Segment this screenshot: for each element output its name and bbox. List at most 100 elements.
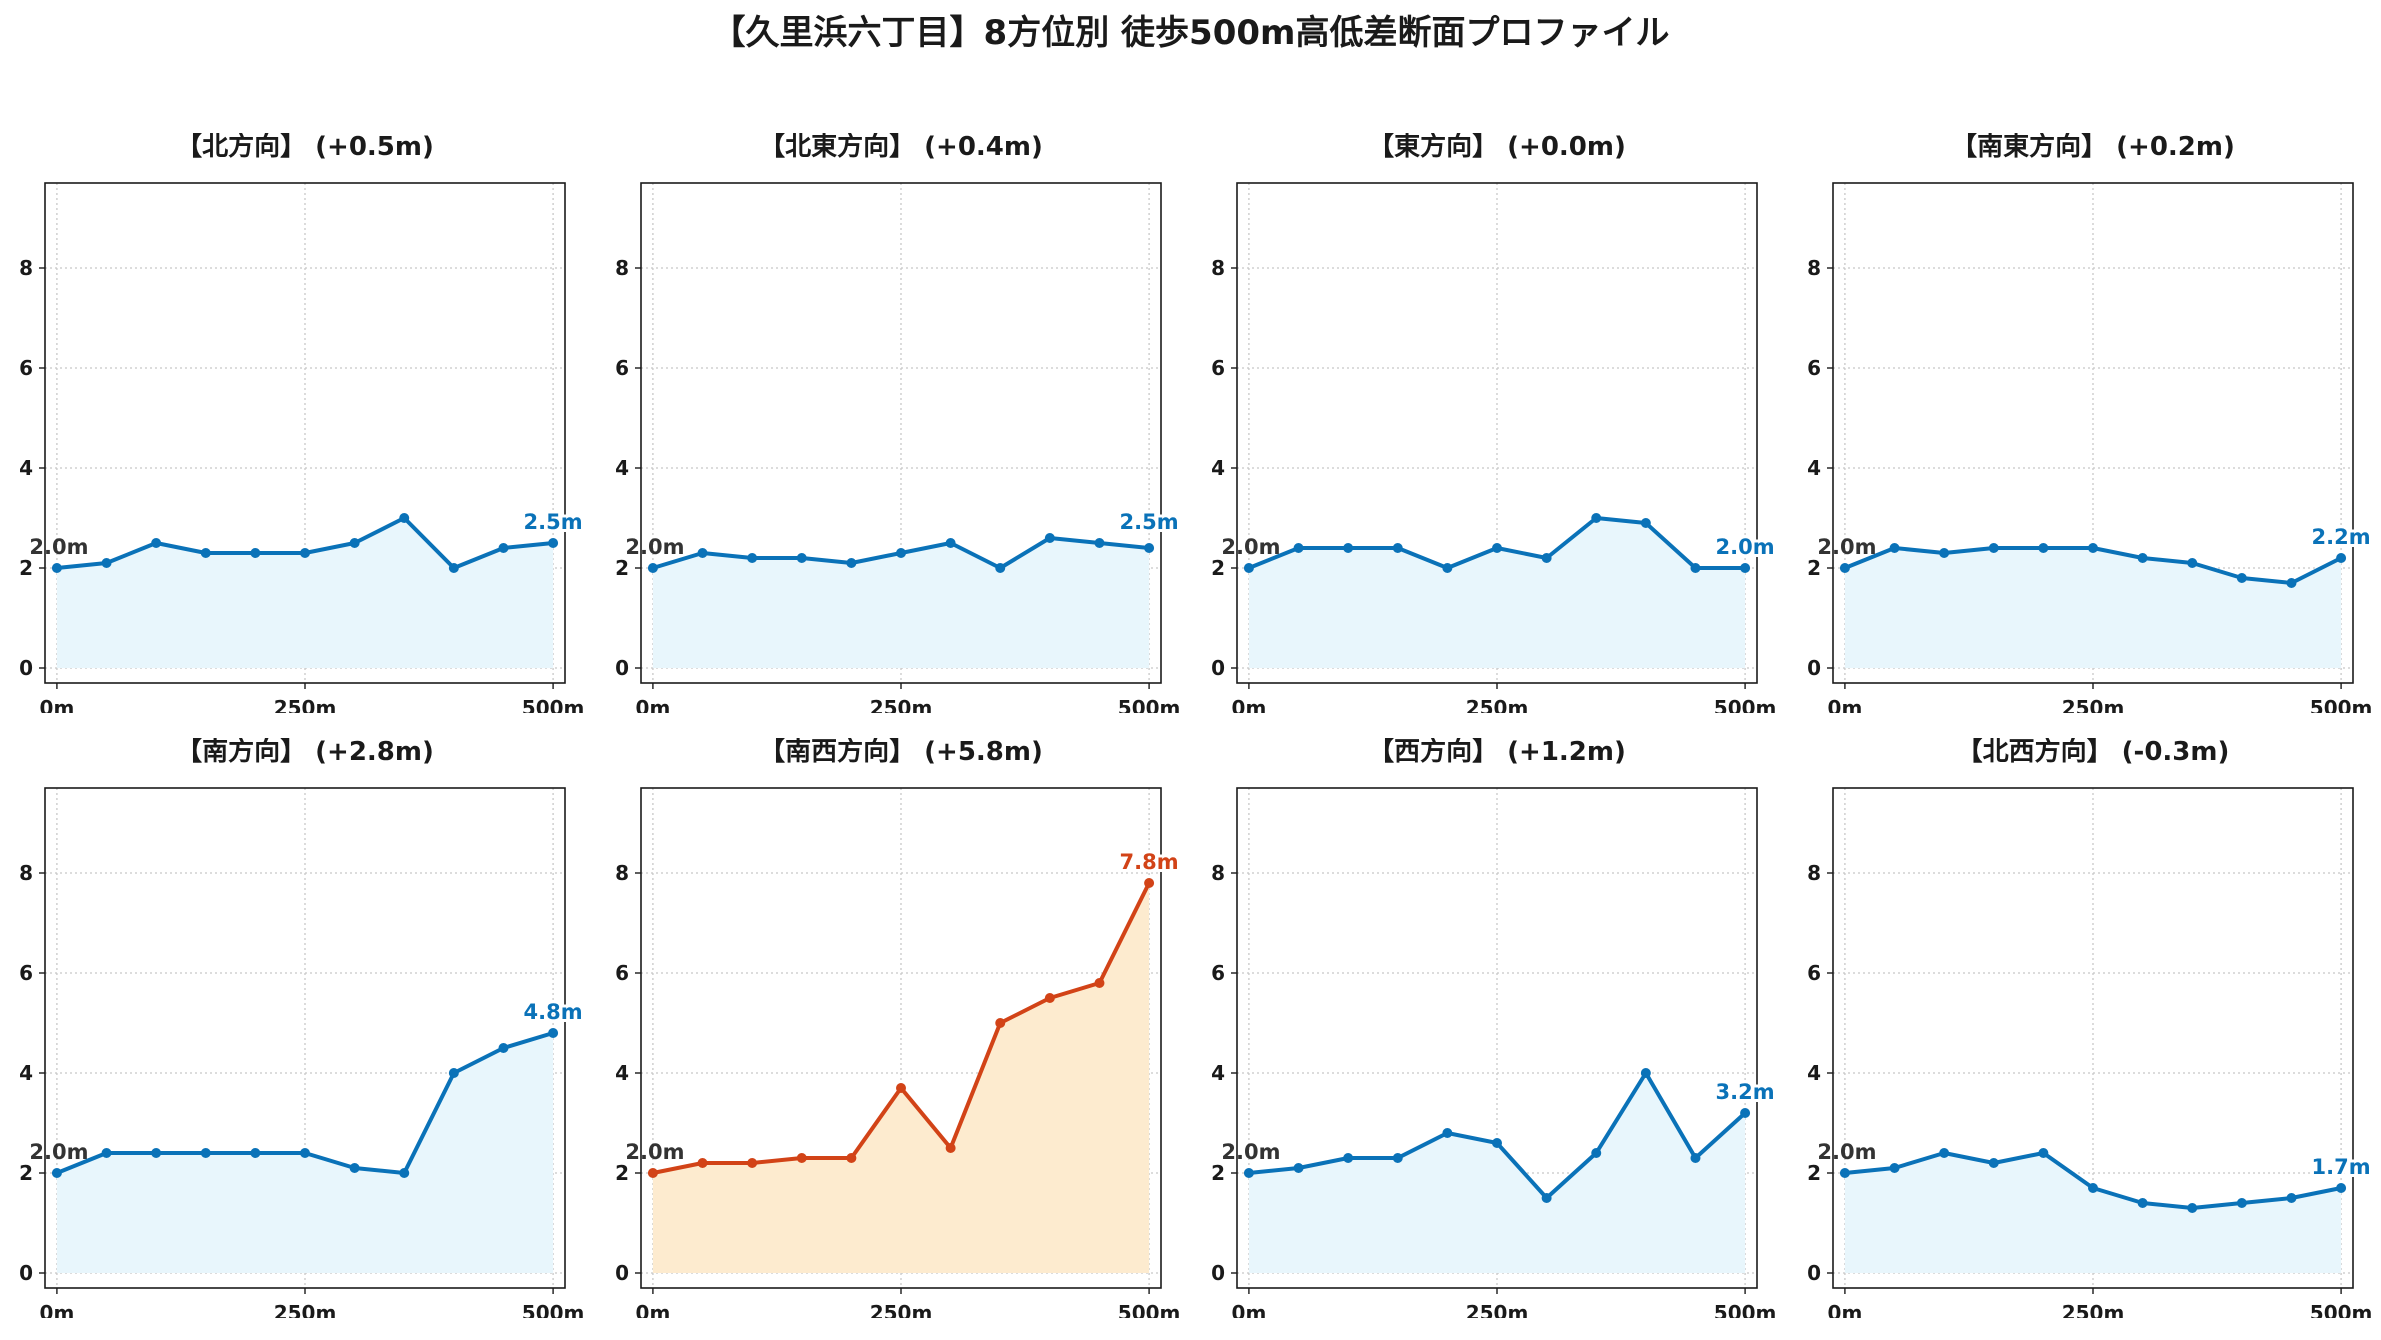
end-elevation-label-halo: 2.5m: [524, 510, 583, 534]
x-tick-label: 500m: [522, 1301, 585, 1318]
data-point: [1144, 543, 1155, 553]
y-tick-label: 0: [1807, 656, 1821, 680]
x-tick-label: 250m: [1466, 1301, 1529, 1318]
data-point: [448, 563, 459, 573]
y-tick-label: 6: [615, 356, 629, 380]
x-tick-label: 0m: [1828, 696, 1863, 713]
data-point: [1243, 1168, 1254, 1178]
x-tick-label: 500m: [2310, 1301, 2373, 1318]
data-point: [250, 1148, 261, 1158]
data-point: [2236, 573, 2247, 583]
x-tick-label: 0m: [1232, 1301, 1267, 1318]
y-tick-label: 4: [1807, 456, 1821, 480]
end-elevation-label-halo: 1.7m: [2312, 1155, 2371, 1179]
data-point: [995, 563, 1006, 573]
y-tick-label: 4: [1211, 456, 1225, 480]
data-point: [647, 1168, 658, 1178]
end-elevation-label: 3.2m: [1716, 1080, 1775, 1104]
data-point: [1988, 543, 1999, 553]
y-tick-label: 0: [1211, 1261, 1225, 1285]
data-point: [1392, 1153, 1403, 1163]
data-point: [846, 558, 857, 568]
chart-title: 【東方向】 (+0.0m): [1368, 133, 1626, 162]
data-point: [1343, 543, 1354, 553]
data-point: [349, 538, 360, 548]
data-point: [1740, 563, 1751, 573]
data-point: [1044, 533, 1055, 543]
area-fill: [1248, 518, 1746, 668]
data-point: [2038, 543, 2049, 553]
y-tick-label: 0: [615, 656, 629, 680]
y-tick-label: 2: [615, 556, 629, 580]
x-tick-label: 250m: [274, 1301, 337, 1318]
data-point: [1640, 518, 1651, 528]
data-point: [945, 1143, 956, 1153]
y-tick-label: 0: [615, 1261, 629, 1285]
x-tick-label: 500m: [1714, 1301, 1777, 1318]
data-point: [151, 538, 162, 548]
end-elevation-label-halo: 3.2m: [1716, 1080, 1775, 1104]
y-tick-label: 4: [1807, 1061, 1821, 1085]
end-elevation-label-halo: 4.8m: [524, 1000, 583, 1024]
x-tick-label: 0m: [636, 696, 671, 713]
y-tick-label: 2: [615, 1161, 629, 1185]
y-tick-label: 2: [1807, 1161, 1821, 1185]
data-point: [1889, 543, 1900, 553]
data-point: [498, 1043, 509, 1053]
y-tick-label: 2: [1807, 556, 1821, 580]
end-elevation-label: 2.0m: [1716, 535, 1775, 559]
start-elevation-label: 2.0m: [1817, 535, 1876, 559]
data-point: [796, 553, 807, 563]
y-tick-label: 2: [19, 556, 33, 580]
data-point: [2236, 1198, 2247, 1208]
data-point: [1243, 563, 1254, 573]
start-elevation-label: 2.0m: [29, 1140, 88, 1164]
data-point: [1094, 978, 1105, 988]
data-point: [747, 1158, 758, 1168]
y-tick-label: 8: [1211, 861, 1225, 885]
area-fill: [1844, 1153, 2342, 1273]
data-point: [2286, 578, 2297, 588]
data-point: [796, 1153, 807, 1163]
y-tick-label: 4: [19, 456, 33, 480]
x-tick-label: 500m: [2310, 696, 2373, 713]
data-point: [2286, 1193, 2297, 1203]
data-point: [1839, 1168, 1850, 1178]
data-point: [300, 1148, 310, 1158]
data-point: [1690, 1153, 1701, 1163]
area-fill: [652, 538, 1150, 668]
data-point: [945, 538, 956, 548]
data-point: [1442, 1128, 1453, 1138]
data-point: [1541, 1193, 1552, 1203]
x-tick-label: 500m: [1714, 696, 1777, 713]
data-point: [448, 1068, 459, 1078]
x-tick-label: 0m: [40, 696, 75, 713]
data-point: [250, 548, 261, 558]
data-point: [1492, 543, 1502, 553]
data-point: [697, 1158, 708, 1168]
start-elevation-label: 2.0m: [1221, 1140, 1280, 1164]
y-tick-label: 6: [1807, 961, 1821, 985]
data-point: [1293, 543, 1304, 553]
data-point: [151, 1148, 162, 1158]
data-point: [896, 1083, 906, 1093]
data-point: [1442, 563, 1453, 573]
data-point: [1392, 543, 1403, 553]
x-tick-label: 250m: [274, 696, 337, 713]
data-point: [1988, 1158, 1999, 1168]
y-tick-label: 6: [1807, 356, 1821, 380]
data-point: [1740, 1108, 1751, 1118]
chart-title: 【西方向】 (+1.2m): [1368, 738, 1626, 767]
data-point: [1640, 1068, 1651, 1078]
data-point: [2336, 553, 2347, 563]
y-tick-label: 0: [1807, 1261, 1821, 1285]
data-point: [647, 563, 658, 573]
data-point: [2137, 1198, 2148, 1208]
chart-title: 【南西方向】 (+5.8m): [759, 738, 1043, 767]
y-tick-label: 4: [615, 456, 629, 480]
data-point: [2187, 558, 2198, 568]
y-tick-label: 8: [19, 861, 33, 885]
y-tick-label: 6: [1211, 961, 1225, 985]
